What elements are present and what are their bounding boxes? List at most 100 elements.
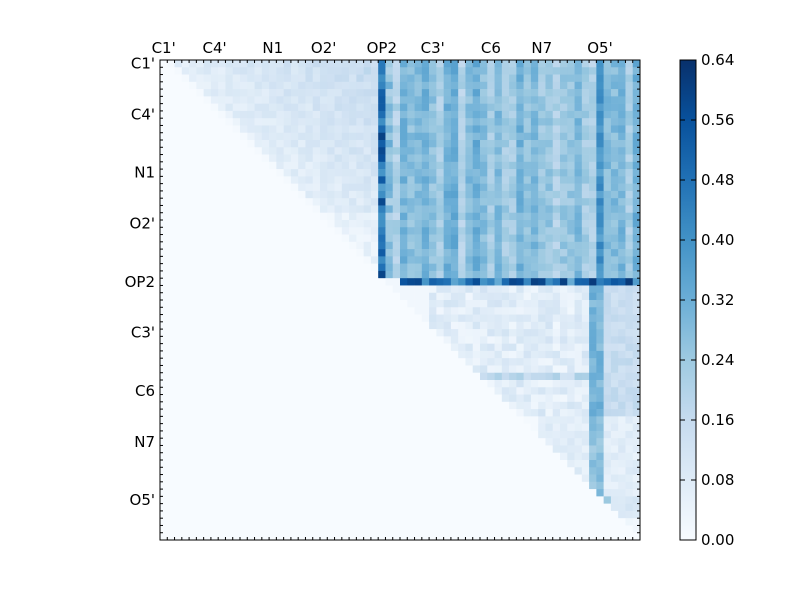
heatmap-cell bbox=[581, 205, 590, 214]
heatmap-cell bbox=[480, 60, 488, 68]
heatmap-cell bbox=[356, 350, 364, 359]
heatmap-cell bbox=[414, 220, 423, 228]
heatmap-cell bbox=[596, 110, 604, 119]
heatmap-cell bbox=[298, 380, 306, 388]
heatmap-cell bbox=[450, 132, 459, 141]
heatmap-cell bbox=[341, 198, 350, 206]
heatmap-cell bbox=[174, 474, 183, 483]
heatmap-cell bbox=[181, 227, 190, 235]
heatmap-cell bbox=[436, 329, 444, 337]
heatmap-cell bbox=[305, 423, 314, 432]
heatmap-cell bbox=[276, 358, 284, 366]
heatmap-cell bbox=[472, 270, 481, 279]
heatmap-cell bbox=[363, 481, 372, 490]
heatmap-cell bbox=[538, 176, 546, 184]
heatmap-cell bbox=[516, 190, 524, 199]
heatmap-cell bbox=[560, 176, 568, 184]
heatmap-cell bbox=[494, 81, 503, 90]
heatmap-cell bbox=[618, 183, 626, 192]
heatmap-cell bbox=[305, 183, 314, 192]
heatmap-cell bbox=[465, 292, 474, 301]
heatmap-cell bbox=[298, 161, 306, 170]
heatmap-cell bbox=[610, 401, 619, 410]
heatmap-cell bbox=[407, 103, 415, 112]
heatmap-cell bbox=[596, 496, 604, 504]
heatmap-cell bbox=[240, 387, 248, 395]
heatmap-cell bbox=[341, 350, 350, 359]
heatmap-cell bbox=[545, 503, 554, 512]
heatmap-cell bbox=[312, 350, 321, 359]
heatmap-cell bbox=[392, 329, 401, 337]
heatmap-cell bbox=[472, 336, 481, 344]
heatmap-cell bbox=[334, 423, 343, 432]
heatmap-cell bbox=[610, 423, 619, 432]
heatmap-cell bbox=[269, 161, 277, 170]
heatmap-cell bbox=[349, 358, 357, 366]
heatmap-cell bbox=[225, 220, 234, 228]
heatmap-cell bbox=[421, 270, 430, 279]
heatmap-cell bbox=[298, 300, 306, 308]
heatmap-cell bbox=[516, 234, 524, 243]
heatmap-cell bbox=[480, 460, 488, 468]
heatmap-cell bbox=[538, 263, 546, 272]
heatmap-cell bbox=[261, 387, 270, 395]
heatmap-cell bbox=[392, 380, 401, 388]
heatmap-cell bbox=[167, 321, 175, 330]
heatmap-cell bbox=[421, 481, 430, 490]
heatmap-cell bbox=[160, 89, 168, 97]
heatmap-cell bbox=[545, 190, 554, 199]
heatmap-cell bbox=[509, 249, 517, 257]
heatmap-cell bbox=[567, 394, 575, 403]
heatmap-cell bbox=[327, 532, 335, 541]
heatmap-cell bbox=[560, 270, 568, 279]
heatmap-cell bbox=[509, 140, 517, 148]
heatmap-cell bbox=[421, 460, 430, 468]
heatmap-cell bbox=[356, 110, 364, 119]
heatmap-cell bbox=[334, 176, 343, 184]
heatmap-cell bbox=[560, 401, 568, 410]
heatmap-cell bbox=[581, 234, 590, 243]
heatmap-cell bbox=[581, 380, 590, 388]
heatmap-cell bbox=[240, 336, 248, 344]
heatmap-cell bbox=[458, 321, 466, 330]
heatmap-cell bbox=[160, 423, 168, 432]
heatmap-cell bbox=[290, 372, 299, 381]
heatmap-cell bbox=[276, 416, 284, 424]
heatmap-cell bbox=[560, 118, 568, 126]
heatmap-cell bbox=[523, 103, 532, 112]
heatmap-cell bbox=[254, 241, 263, 250]
heatmap-cell bbox=[232, 278, 241, 286]
heatmap-cell bbox=[509, 372, 517, 381]
heatmap-cell bbox=[283, 132, 292, 141]
heatmap-cell bbox=[487, 481, 495, 490]
heatmap-cell bbox=[276, 154, 284, 163]
heatmap-cell bbox=[610, 234, 619, 243]
heatmap-cell bbox=[203, 220, 212, 228]
heatmap-cell bbox=[443, 263, 452, 272]
heatmap-cell bbox=[254, 350, 263, 359]
heatmap-cell bbox=[283, 416, 292, 424]
heatmap-cell bbox=[545, 89, 554, 97]
heatmap-cell bbox=[349, 416, 357, 424]
heatmap-cell bbox=[385, 525, 394, 534]
heatmap-cell bbox=[261, 496, 270, 504]
heatmap-cell bbox=[436, 445, 444, 454]
heatmap-cell bbox=[320, 300, 328, 308]
heatmap-cell bbox=[603, 292, 612, 301]
heatmap-cell bbox=[538, 190, 546, 199]
heatmap-cell bbox=[225, 169, 234, 177]
heatmap-cell bbox=[509, 358, 517, 366]
heatmap-cell bbox=[305, 394, 314, 403]
heatmap-cell bbox=[450, 321, 459, 330]
heatmap-cell bbox=[610, 481, 619, 490]
heatmap-cell bbox=[610, 525, 619, 534]
heatmap-cell bbox=[443, 438, 452, 446]
heatmap-cell bbox=[509, 263, 517, 272]
heatmap-cell bbox=[472, 380, 481, 388]
heatmap-cell bbox=[283, 329, 292, 337]
heatmap-cell bbox=[174, 401, 183, 410]
heatmap-cell bbox=[400, 190, 408, 199]
heatmap-cell bbox=[247, 81, 255, 90]
heatmap-cell bbox=[625, 154, 634, 163]
heatmap-cell bbox=[232, 263, 241, 272]
